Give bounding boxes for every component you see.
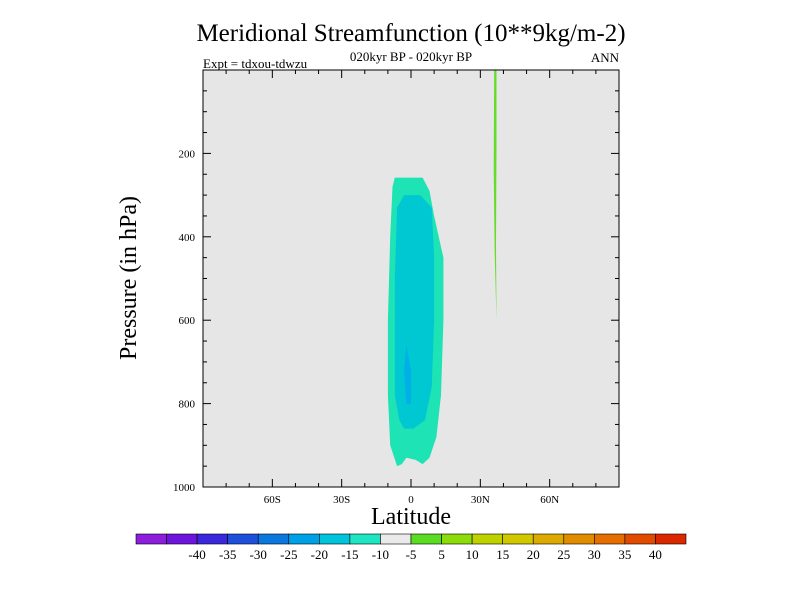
x-tick-label-3: 30N [471, 494, 490, 506]
colorbar-box-2 [196, 533, 228, 545]
colorbar-box-7 [349, 533, 381, 545]
y-tick-label-0: 200 [179, 148, 196, 160]
colorbar-box-0 [135, 533, 167, 545]
colorbar-label-0: -40 [188, 547, 205, 562]
colorbar-box-13 [532, 533, 565, 545]
contour-region-1 [394, 195, 435, 429]
colorbar-box-17 [655, 533, 687, 545]
colorbar-box-15 [594, 533, 626, 545]
y-tick-label-4: 1000 [173, 482, 196, 494]
y-tick-label-1: 400 [179, 232, 196, 244]
colorbar-box-9 [410, 533, 442, 545]
colorbar-label-3: -25 [280, 547, 297, 562]
colorbar: -40 -35 -30 -25 -20 -15 -10 -5 5 10 15 20 25 30 35 40 [135, 533, 687, 562]
colorbar-label-2: -30 [250, 547, 267, 562]
colorbar-box-5 [288, 533, 320, 545]
x-tick-label-1: 30S [333, 494, 350, 506]
colorbar-label-10: 15 [496, 547, 509, 562]
contour-region-3 [493, 70, 497, 321]
season-label: ANN [591, 50, 620, 65]
colorbar-label-7: -5 [406, 547, 417, 562]
colorbar-label-6: -10 [372, 547, 389, 562]
colorbar-label-1: -35 [219, 547, 236, 562]
colorbar-box-8 [380, 533, 412, 545]
y-axis-label: Pressure (in hPa) [116, 196, 142, 360]
y-tick-label-2: 600 [179, 315, 196, 327]
chart-title: Meridional Streamfunction (10**9kg/m-2) [196, 20, 625, 47]
y-tick-label-3: 800 [179, 399, 196, 411]
chart-subtitle: 020kyr BP - 020kyr BP [350, 49, 472, 64]
colorbar-label-12: 25 [557, 547, 570, 562]
experiment-label: Expt = tdxou-tdwzu [203, 56, 308, 71]
colorbar-box-14 [563, 533, 595, 545]
colorbar-label-9: 10 [466, 547, 479, 562]
colorbar-box-3 [227, 533, 259, 545]
colorbar-label-8: 5 [438, 547, 445, 562]
colorbar-box-11 [471, 533, 503, 545]
colorbar-label-13: 30 [588, 547, 601, 562]
colorbar-label-14: 35 [618, 547, 631, 562]
colorbar-label-11: 20 [527, 547, 540, 562]
x-axis-label: Latitude [371, 504, 451, 530]
x-tick-label-0: 60S [264, 494, 281, 506]
colorbar-label-5: -15 [341, 547, 358, 562]
x-tick-label-4: 60N [540, 494, 559, 506]
colorbar-box-10 [441, 533, 473, 545]
contour-region-2 [404, 345, 411, 404]
x-tick-label-2: 0 [408, 494, 414, 506]
colorbar-box-6 [319, 533, 351, 545]
colorbar-label-4: -20 [311, 547, 328, 562]
colorbar-box-16 [624, 533, 656, 545]
colorbar-box-12 [502, 533, 534, 545]
colorbar-box-4 [257, 533, 290, 545]
colorbar-label-15: 40 [649, 547, 662, 562]
contour-layer [387, 70, 497, 467]
tick-layer: 60S 30S 0 30N 60N 200 400 600 800 1000 [173, 70, 619, 506]
colorbar-box-1 [166, 533, 198, 545]
